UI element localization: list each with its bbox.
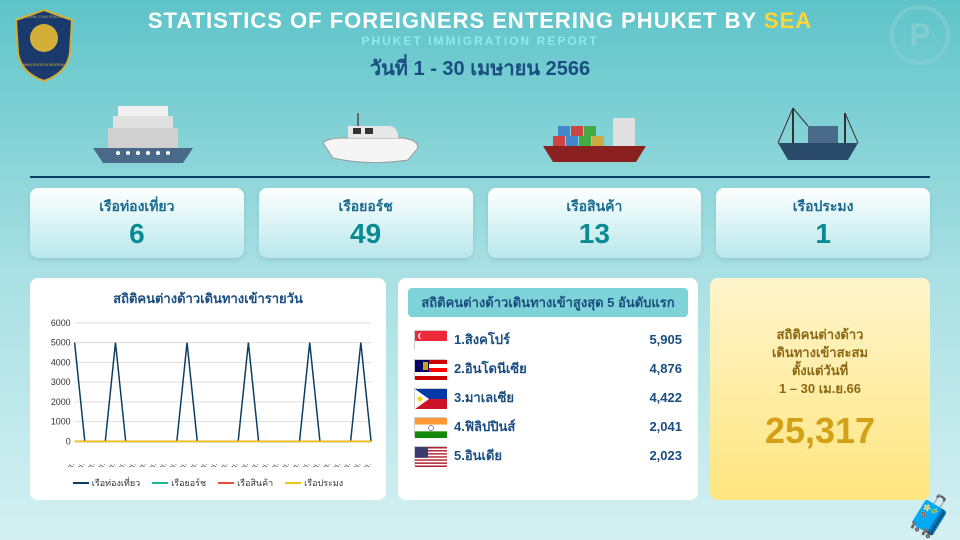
country-value: 5,905	[649, 332, 682, 347]
ship-yacht	[255, 98, 480, 168]
total-value: 25,317	[722, 410, 918, 452]
country-name: 4.ฟิลิปปินส์	[454, 416, 641, 437]
svg-text:5000: 5000	[51, 338, 71, 348]
stat-label: เรือท่องเที่ยว	[38, 196, 236, 218]
top5-title: สถิติคนต่างด้าวเดินทางเข้าสูงสุด 5 อันดั…	[408, 288, 688, 317]
svg-text:3000: 3000	[51, 377, 71, 387]
stat-card: เรือยอร์ช49	[259, 188, 473, 258]
subtitle: PHUKET IMMIGRATION REPORT	[0, 34, 960, 48]
svg-text:0: 0	[66, 436, 71, 446]
country-value: 4,422	[649, 390, 682, 405]
decoration-icon: 🧳	[905, 493, 955, 540]
stat-label: เรือยอร์ช	[267, 196, 465, 218]
country-name: 3.มาเลเซีย	[454, 387, 641, 408]
legend-item: เรือยอร์ช	[152, 476, 206, 490]
stat-label: เรือประมง	[724, 196, 922, 218]
total-label: สถิติคนต่างด้าว เดินทางเข้าสะสม ตั้งแต่ว…	[722, 326, 918, 399]
flag-icon	[414, 417, 446, 437]
daily-chart: สถิติคนต่างด้าวเดินทางเข้ารายวัน 0 1000 20…	[30, 278, 386, 500]
top5-row: 3.มาเลเซีย 4,422	[408, 383, 688, 412]
stat-label: เรือสินค้า	[496, 196, 694, 218]
country-value: 2,041	[649, 419, 682, 434]
line-chart: 01000200030004000500060001 เม.ย.2 เม.ย.3…	[40, 317, 376, 467]
country-name: 5.อินเดีย	[454, 445, 641, 466]
stat-value: 1	[724, 218, 922, 250]
svg-text:2000: 2000	[51, 397, 71, 407]
total-box: สถิติคนต่างด้าว เดินทางเข้าสะสม ตั้งแต่ว…	[710, 278, 930, 500]
header: STATISTICS OF FOREIGNERS ENTERING PHUKET…	[0, 0, 960, 88]
date-range: วันที่ 1 - 30 เมษายน 2566	[0, 52, 960, 84]
flag-icon	[414, 446, 446, 466]
top5-row: 5.อินเดีย 2,023	[408, 441, 688, 470]
stat-card: เรือท่องเที่ยว6	[30, 188, 244, 258]
stat-value: 49	[267, 218, 465, 250]
top5-row: 4.ฟิลิปปินส์ 2,041	[408, 412, 688, 441]
stats-row: เรือท่องเที่ยว6เรือยอร์ช49เรือสินค้า13เร…	[0, 178, 960, 268]
stat-value: 6	[38, 218, 236, 250]
svg-text:6000: 6000	[51, 318, 71, 328]
flag-icon	[414, 359, 446, 379]
country-value: 2,023	[649, 448, 682, 463]
chart-legend: เรือท่องเที่ยว เรือยอร์ช เรือสินค้า เรือประ…	[40, 476, 376, 490]
flag-icon	[414, 388, 446, 408]
main-title: STATISTICS OF FOREIGNERS ENTERING PHUKET…	[0, 8, 960, 34]
legend-item: เรือสินค้า	[218, 476, 273, 490]
ship-cargo	[480, 98, 705, 168]
stat-card: เรือสินค้า13	[488, 188, 702, 258]
stat-value: 13	[496, 218, 694, 250]
bottom-row: สถิติคนต่างด้าวเดินทางเข้ารายวัน 0 1000 20…	[0, 268, 960, 510]
country-name: 1.สิงคโปร์	[454, 329, 641, 350]
top5-row: 2.อินโดนีเซีย 4,876	[408, 354, 688, 383]
ship-fishing	[705, 98, 930, 168]
ship-cruise	[30, 98, 255, 168]
svg-text:1 เม.ย.: 1 เม.ย.	[57, 461, 77, 467]
legend-item: เรือประมง	[285, 476, 343, 490]
ships-row	[0, 88, 960, 178]
top5-row: 1.สิงคโปร์ 5,905	[408, 325, 688, 354]
country-value: 4,876	[649, 361, 682, 376]
stat-card: เรือประมง1	[716, 188, 930, 258]
chart-title: สถิติคนต่างด้าวเดินทางเข้ารายวัน	[40, 288, 376, 309]
flag-icon	[414, 330, 446, 350]
country-name: 2.อินโดนีเซีย	[454, 358, 641, 379]
svg-text:1000: 1000	[51, 417, 71, 427]
svg-text:4000: 4000	[51, 357, 71, 367]
top5-box: สถิติคนต่างด้าวเดินทางเข้าสูงสุด 5 อันดั…	[398, 278, 698, 500]
legend-item: เรือท่องเที่ยว	[73, 476, 140, 490]
